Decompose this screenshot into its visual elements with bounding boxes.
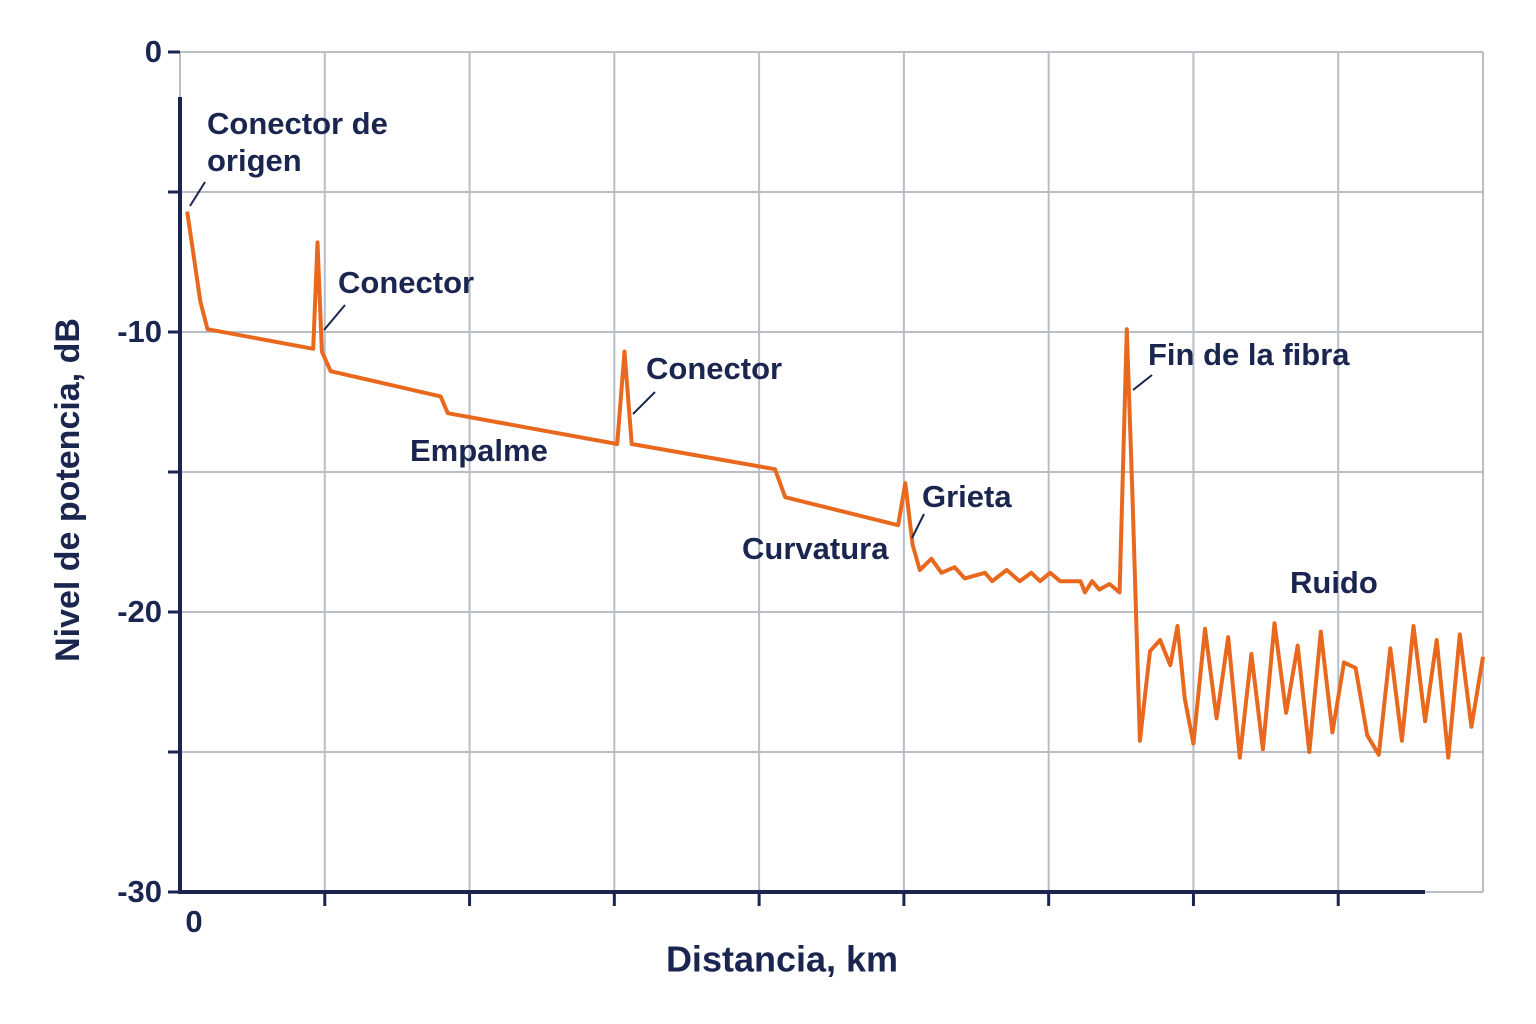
y-axis-title: Nivel de potencia, dB xyxy=(49,318,87,662)
leader-line xyxy=(189,181,206,207)
annotation: Empalme xyxy=(410,433,548,468)
annotation: Conector xyxy=(646,351,783,386)
leader-line xyxy=(323,304,346,331)
annotation: Grieta xyxy=(922,479,1012,514)
annotation: Fin de la fibra xyxy=(1148,337,1350,372)
y-tick-label: -30 xyxy=(117,874,162,909)
y-tick-label: -10 xyxy=(117,314,162,349)
y-tick-label: -20 xyxy=(117,594,162,629)
annotation: Ruido xyxy=(1290,565,1378,600)
trace-line xyxy=(185,211,1485,760)
leader-line xyxy=(632,391,656,415)
x-axis-title: Distancia, km xyxy=(666,939,898,980)
x-tick-label: 0 xyxy=(185,904,202,939)
annotation: Curvatura xyxy=(742,531,889,566)
annotation: Conector xyxy=(338,265,475,300)
annotation: Conector de origen xyxy=(207,106,388,178)
leader-line xyxy=(911,513,925,539)
leader-line xyxy=(1132,374,1153,391)
y-tick-label: 0 xyxy=(145,34,162,69)
